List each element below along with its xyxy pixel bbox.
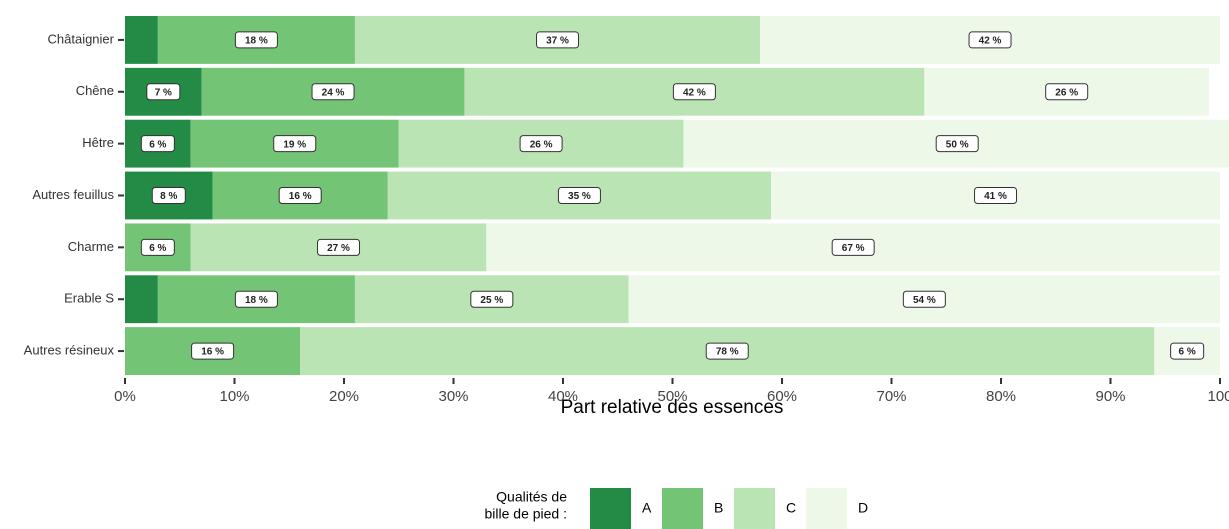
- data-label: 42 %: [683, 87, 706, 98]
- x-tick-label: 0%: [114, 388, 136, 405]
- x-tick-label: 50%: [657, 388, 687, 405]
- label-box: [968, 31, 1012, 49]
- y-tick-label: Hêtre: [82, 135, 114, 150]
- label-box: [519, 135, 563, 153]
- data-label: 18 %: [245, 36, 268, 47]
- data-label: 16 %: [201, 347, 224, 358]
- data-label: 37 %: [546, 36, 569, 47]
- y-tick-label: Erable S: [64, 291, 114, 306]
- y-tick-label: Chêne: [76, 83, 114, 98]
- legend-label: C: [786, 500, 796, 516]
- data-label: 6 %: [149, 139, 166, 150]
- label-box: [1045, 83, 1089, 101]
- data-label: 6 %: [149, 243, 166, 254]
- label-box: [705, 342, 749, 360]
- legend-swatch: [590, 488, 631, 529]
- x-tick-label: 60%: [767, 388, 797, 405]
- label-box: [902, 290, 946, 308]
- label-box: [935, 135, 979, 153]
- data-label: 67 %: [842, 243, 865, 254]
- legend-label: A: [642, 500, 652, 516]
- data-label: 41 %: [984, 191, 1007, 202]
- label-box: [273, 135, 317, 153]
- legend-title: Qualités de: [496, 489, 567, 505]
- legend-swatch: [806, 488, 847, 529]
- legend-swatch: [662, 488, 703, 529]
- y-tick-label: Autres feuillus: [32, 187, 114, 202]
- label-box: [140, 135, 175, 153]
- x-tick-label: 100: [1207, 388, 1229, 405]
- x-axis-title: Part relative des essences: [561, 397, 784, 418]
- x-tick-label: 40%: [548, 388, 578, 405]
- data-label: 8 %: [160, 191, 177, 202]
- label-box: [140, 238, 175, 256]
- x-tick-label: 10%: [219, 388, 249, 405]
- y-tick-label: Autres résineux: [24, 343, 115, 358]
- x-tick-label: 30%: [438, 388, 468, 405]
- data-label: 7 %: [155, 87, 172, 98]
- x-tick-label: 20%: [329, 388, 359, 405]
- bar-segment: [125, 275, 158, 324]
- y-tick-label: Charme: [68, 239, 114, 254]
- data-label: 42 %: [979, 36, 1002, 47]
- label-box: [278, 187, 322, 204]
- data-label: 24 %: [322, 87, 345, 98]
- data-label: 18 %: [245, 295, 268, 306]
- label-box: [557, 187, 601, 204]
- label-box: [234, 31, 278, 49]
- data-label: 50 %: [946, 139, 969, 150]
- data-label: 26 %: [1055, 87, 1078, 98]
- x-tick-label: 90%: [1095, 388, 1125, 405]
- bar-segment: [125, 16, 158, 64]
- data-label: 27 %: [327, 243, 350, 254]
- legend-swatch: [734, 488, 775, 529]
- label-box: [311, 83, 355, 101]
- x-tick-label: 70%: [876, 388, 906, 405]
- label-box: [151, 187, 186, 204]
- x-tick-label: 80%: [986, 388, 1016, 405]
- y-tick-label: Châtaignier: [48, 31, 115, 46]
- label-box: [1170, 342, 1205, 360]
- label-box: [672, 83, 716, 101]
- label-box: [831, 238, 875, 256]
- legend-label: B: [714, 500, 723, 516]
- label-box: [234, 290, 278, 308]
- label-box: [146, 83, 181, 101]
- label-box: [974, 187, 1018, 204]
- label-box: [536, 31, 580, 49]
- legend-label: D: [858, 500, 868, 516]
- data-label: 25 %: [480, 295, 503, 306]
- label-box: [470, 290, 514, 308]
- data-label: 78 %: [716, 347, 739, 358]
- data-label: 54 %: [913, 295, 936, 306]
- data-label: 16 %: [289, 191, 312, 202]
- data-label: 26 %: [530, 139, 553, 150]
- label-box: [317, 238, 361, 256]
- legend-title: bille de pied :: [484, 506, 567, 522]
- data-label: 19 %: [283, 139, 306, 150]
- data-label: 35 %: [568, 191, 591, 202]
- label-box: [191, 342, 235, 360]
- data-label: 6 %: [1179, 347, 1196, 358]
